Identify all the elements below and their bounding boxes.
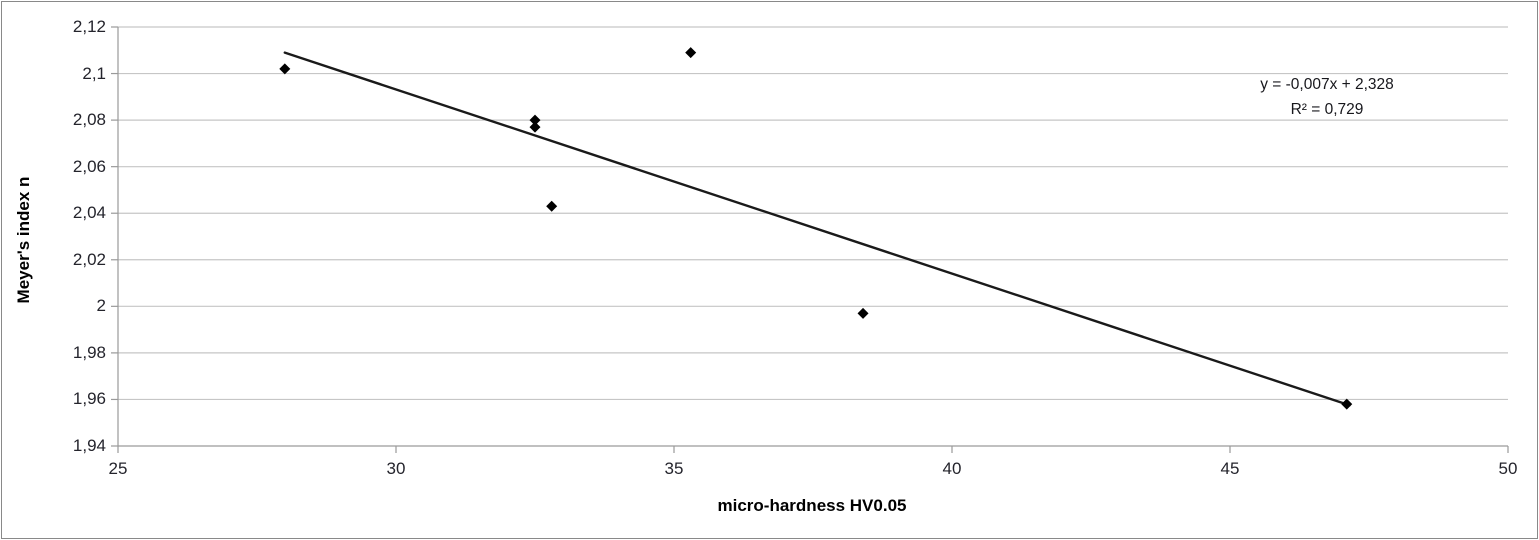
x-tick-label: 50 bbox=[1498, 459, 1518, 478]
trendline-annotation: y = -0,007x + 2,328 R² = 0,729 bbox=[1142, 72, 1512, 122]
trendline bbox=[283, 51, 1351, 407]
y-tick-label: 2,06 bbox=[72, 156, 106, 176]
data-point-marker bbox=[546, 200, 558, 212]
x-tick-label: 30 bbox=[386, 459, 406, 478]
y-tick-label: 1,96 bbox=[72, 389, 106, 409]
x-tick-label: 35 bbox=[664, 459, 684, 478]
x-tick-label: 40 bbox=[942, 459, 962, 478]
y-tick-label: 2,08 bbox=[72, 110, 106, 130]
x-tick-label: 25 bbox=[108, 459, 128, 478]
y-axis-title: Meyer's index n bbox=[14, 176, 33, 304]
data-point-marker bbox=[857, 307, 869, 319]
data-point-marker bbox=[529, 114, 541, 126]
data-point-marker bbox=[1341, 398, 1353, 410]
x-tick-label: 45 bbox=[1220, 459, 1240, 478]
y-tick-label: 2,04 bbox=[72, 203, 106, 223]
r-squared-text: R² = 0,729 bbox=[1290, 101, 1364, 118]
y-tick-label: 2,1 bbox=[82, 63, 106, 83]
y-tick-label: 1,94 bbox=[72, 436, 106, 455]
trendline-equation-text: y = -0,007x + 2,328 bbox=[1260, 76, 1394, 93]
y-tick-label: 2,12 bbox=[72, 17, 106, 36]
y-tick-label: 2,02 bbox=[72, 249, 106, 269]
x-axis-title: micro-hardness HV0.05 bbox=[717, 496, 907, 515]
data-point-marker bbox=[685, 47, 697, 59]
y-tick-label: 2 bbox=[96, 296, 106, 316]
data-point-marker bbox=[529, 121, 541, 133]
y-tick-label: 1,98 bbox=[72, 342, 106, 362]
data-point-marker bbox=[279, 63, 291, 75]
